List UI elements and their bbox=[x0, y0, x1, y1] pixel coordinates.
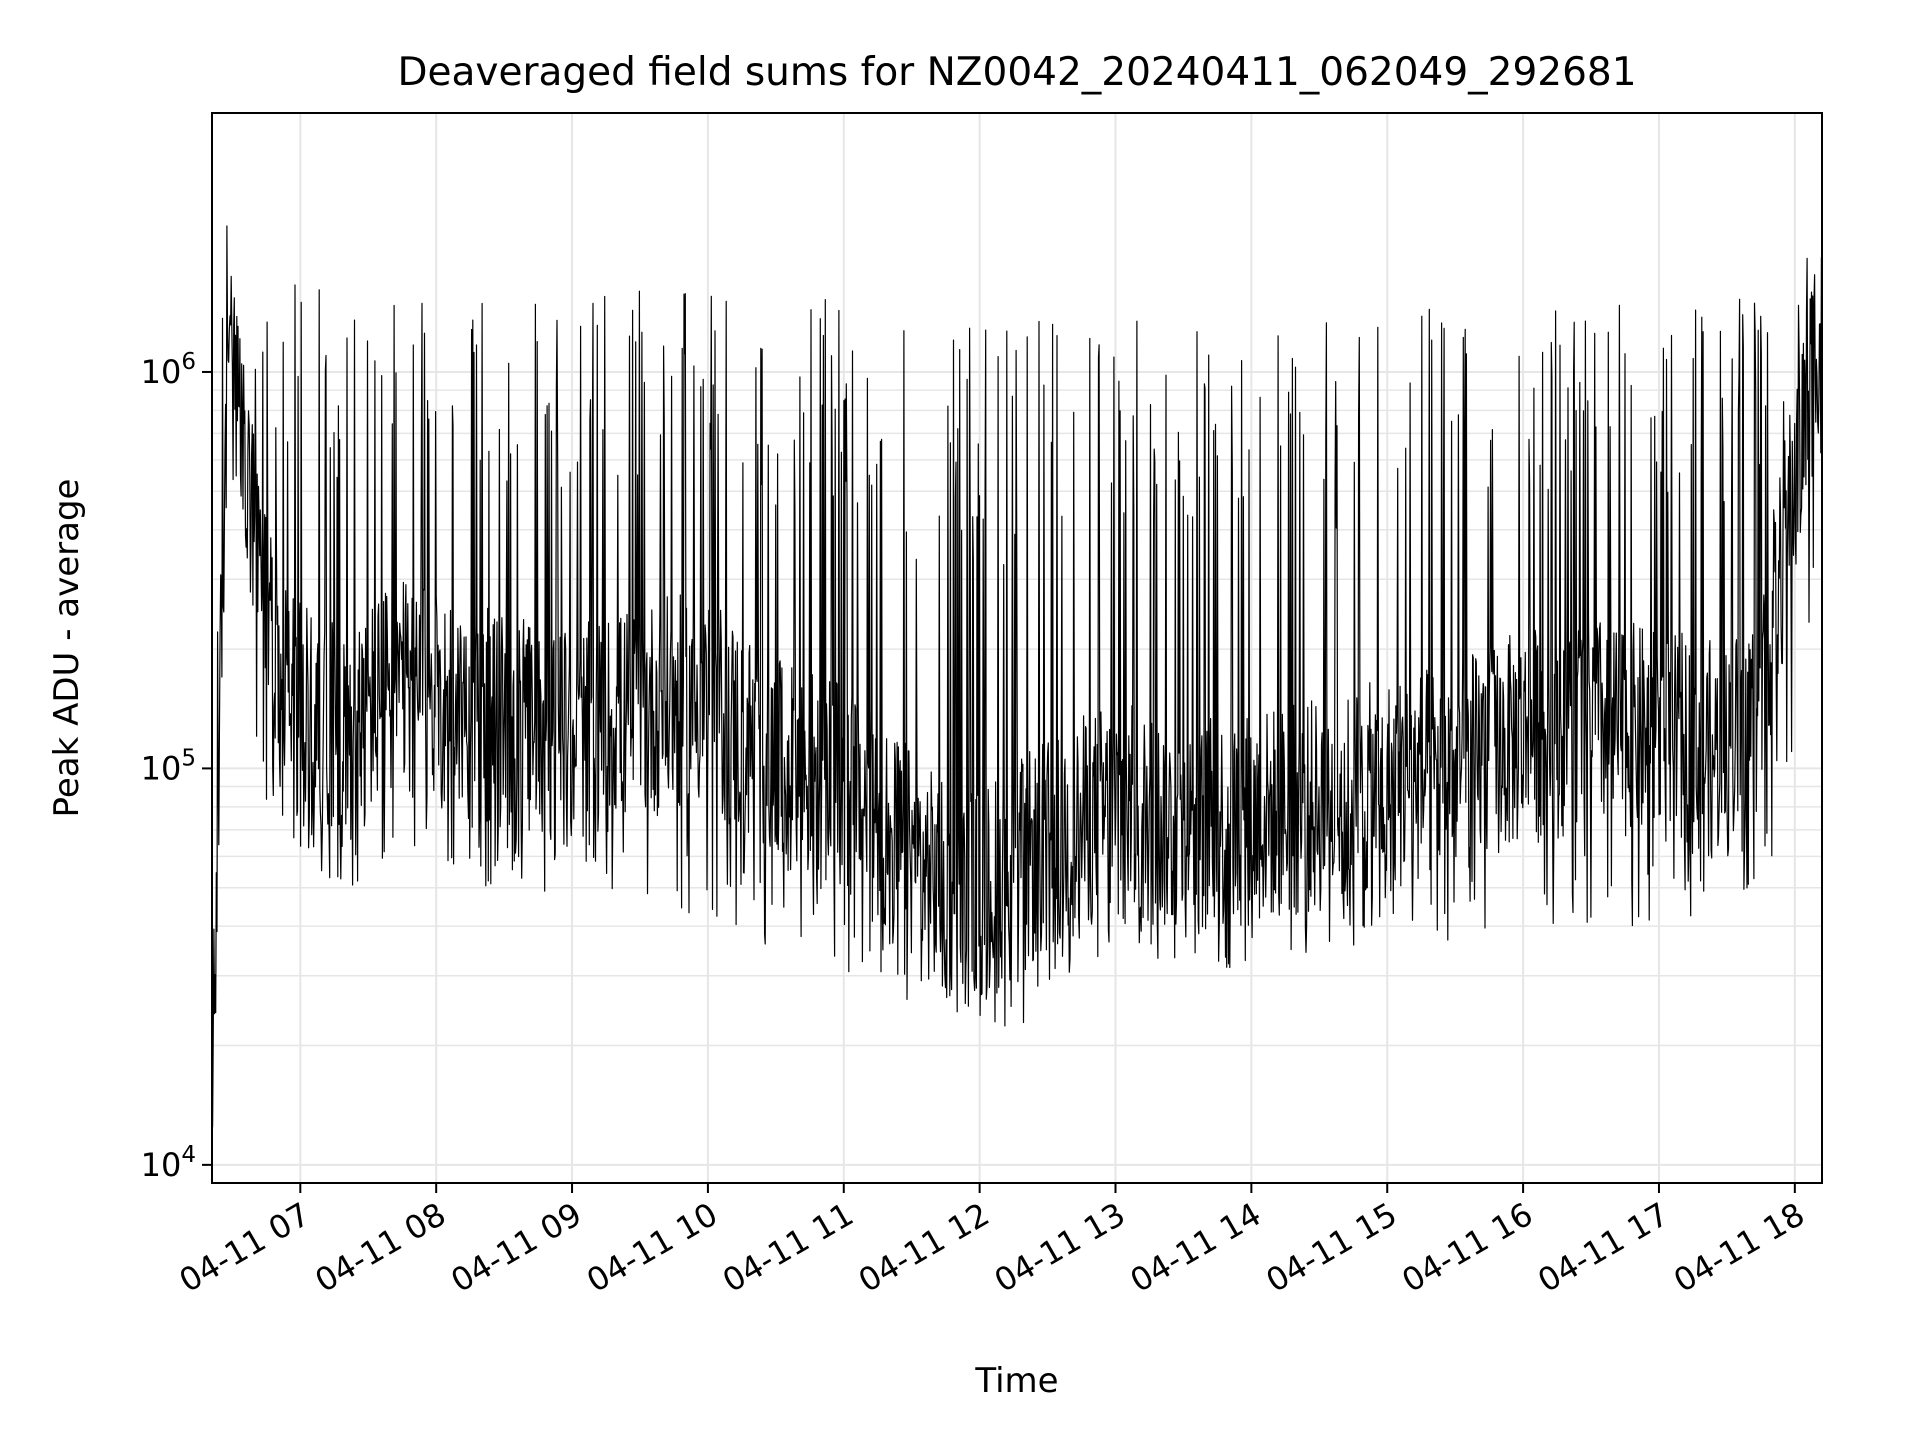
plot-frame bbox=[211, 112, 1823, 1184]
y-axis: 104 105 106 bbox=[141, 349, 212, 1184]
y-tick-label: 105 bbox=[141, 745, 196, 787]
x-axis-label: Time bbox=[974, 1361, 1058, 1401]
plot-area bbox=[211, 225, 1823, 1134]
y-tick-label: 104 bbox=[141, 1142, 196, 1184]
chart-title: Deaveraged field sums for NZ0042_2024041… bbox=[397, 50, 1636, 95]
series-line bbox=[211, 225, 1823, 1134]
y-tick-label: 106 bbox=[141, 349, 196, 391]
y-axis-label: Peak ADU - average bbox=[47, 479, 87, 818]
